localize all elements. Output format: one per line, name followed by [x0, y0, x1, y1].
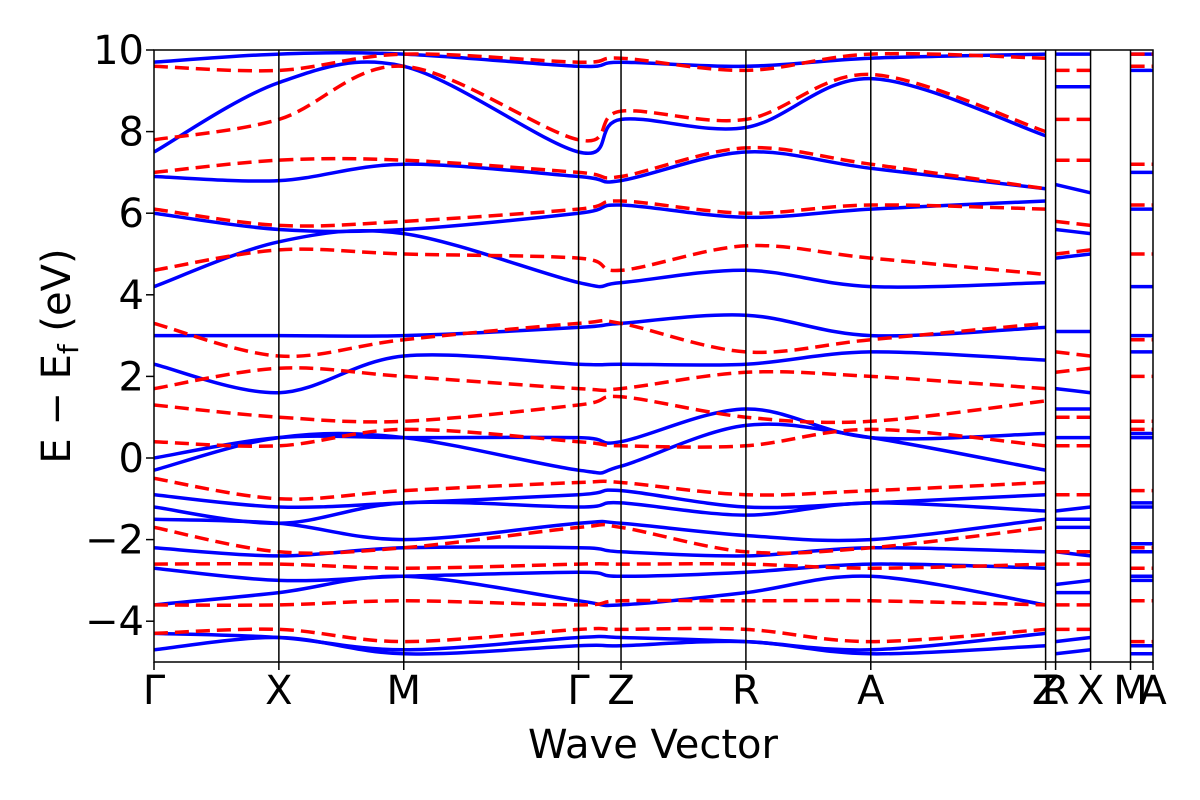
- x-tick-label: A: [1139, 668, 1167, 714]
- y-axis-title-unit: (eV): [34, 248, 80, 344]
- y-tick-label: 0: [119, 436, 144, 482]
- dashed-band-line: [154, 318, 1153, 359]
- x-tick-label: Γ: [143, 668, 166, 714]
- y-axis-title-main: E − E: [34, 354, 80, 464]
- solid-band-line: [154, 517, 1153, 546]
- y-tick-label: −2: [85, 518, 144, 564]
- x-tick-label: Z: [607, 668, 634, 714]
- x-tick-label: M: [386, 668, 421, 714]
- y-tick-label: 10: [93, 28, 144, 74]
- high-symmetry-lines: [278, 50, 1132, 662]
- solid-bands-series: [154, 51, 1153, 656]
- solid-band-line: [154, 199, 1153, 236]
- y-tick-label: 2: [119, 354, 144, 400]
- x-tick-label: M: [1113, 668, 1148, 714]
- dashed-band-line: [154, 199, 1153, 228]
- x-tick-label: R: [1042, 668, 1070, 714]
- x-tick-label: Γ: [567, 668, 590, 714]
- y-axis: −4 −2 0 2 4 6 8 10: [85, 28, 154, 645]
- dashed-band-line: [154, 64, 1153, 143]
- y-axis-title: E − Ef (eV): [34, 248, 85, 463]
- solid-band-line: [154, 228, 1153, 289]
- x-tick-label: X: [1077, 668, 1104, 714]
- x-axis: Γ X M Γ Z R A ZR X MA: [143, 662, 1167, 714]
- x-tick-label: X: [265, 668, 292, 714]
- x-tick-label: R: [732, 668, 760, 714]
- y-axis-title-subscript: f: [52, 343, 85, 354]
- y-tick-label: 6: [119, 191, 144, 237]
- y-tick-label: 8: [119, 110, 144, 156]
- dashed-band-line: [154, 243, 1153, 277]
- x-axis-title: Wave Vector: [528, 722, 779, 768]
- solid-band-line: [154, 562, 1153, 587]
- solid-band-line: [154, 60, 1153, 156]
- plot-frame: [153, 49, 1154, 663]
- dashed-band-line: [154, 394, 1153, 425]
- y-tick-label: −4: [85, 599, 144, 645]
- x-tick-label: A: [857, 668, 885, 714]
- x-tick-label: Z: [1032, 668, 1059, 714]
- y-tick-label: 4: [119, 273, 144, 319]
